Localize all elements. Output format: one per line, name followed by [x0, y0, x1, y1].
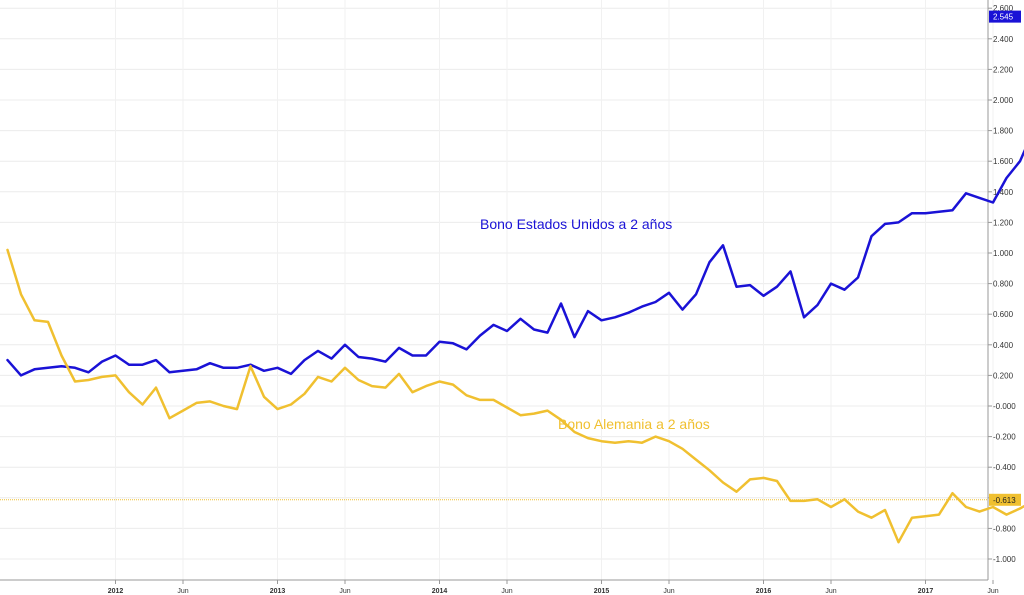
x-tick-label: Jun — [339, 588, 350, 595]
last-value-text: 2.545 — [993, 13, 1014, 22]
y-tick-label: 1.000 — [993, 249, 1014, 258]
y-tick-label: 2.400 — [993, 35, 1014, 44]
last-value-labels: 2.545 -0.613 — [989, 10, 1021, 506]
x-tick-label: 2015 — [594, 588, 610, 595]
series-label-de: Bono Alemania a 2 años — [558, 416, 710, 432]
x-tick-label: 2017 — [918, 588, 934, 595]
y-tick-label: 1.400 — [993, 188, 1014, 197]
y-axis-labels: 2.600 2.400 2.200 2.000 1.800 1.600 1.400 1.200… — [993, 4, 1016, 564]
series-label-us: Bono Estados Unidos a 2 años — [480, 216, 672, 232]
x-tick-label: 2014 — [432, 588, 448, 595]
y-tick-label: 1.800 — [993, 127, 1014, 136]
y-tick-label: -0.200 — [993, 433, 1016, 442]
y-tick-label: 2.000 — [993, 96, 1014, 105]
x-tick-label: 2012 — [108, 588, 124, 595]
y-tick-label: 0.400 — [993, 341, 1014, 350]
y-tick-label: 2.200 — [993, 65, 1014, 74]
grid — [0, 0, 994, 580]
y-tick-label: 0.200 — [993, 371, 1014, 380]
last-value-text: -0.613 — [993, 496, 1016, 505]
x-tick-label: Jun — [987, 588, 998, 595]
series-lines — [0, 149, 1024, 544]
y-tick-label: 0.600 — [993, 310, 1014, 319]
x-tick-label: 2013 — [270, 588, 286, 595]
x-tick-label: Jun — [177, 588, 188, 595]
y-tick-label: -1.000 — [993, 555, 1016, 564]
x-tick-label: Jun — [501, 588, 512, 595]
x-tick-label: Jun — [825, 588, 836, 595]
y-tick-label: 1.200 — [993, 218, 1014, 227]
y-tick-label: -0.800 — [993, 524, 1016, 533]
y-tick-label: 0.800 — [993, 280, 1014, 289]
y-tick-label: 1.600 — [993, 157, 1014, 166]
x-tick-label: 2016 — [756, 588, 772, 595]
last-value-badge — [989, 493, 1021, 506]
last-value-badge — [989, 10, 1021, 23]
y-tick-label: -0.400 — [993, 463, 1016, 472]
series-line-us — [6, 149, 1024, 377]
x-axis-labels: 2012 Jun 2013 Jun 2014 Jun 2015 Jun 2016 Jun 2017 J… — [108, 588, 999, 595]
series-line-de — [6, 248, 1024, 544]
y-tick-label: 2.600 — [993, 4, 1014, 13]
y-tick-label: -0.000 — [993, 402, 1016, 411]
x-tick-label: Jun — [663, 588, 674, 595]
